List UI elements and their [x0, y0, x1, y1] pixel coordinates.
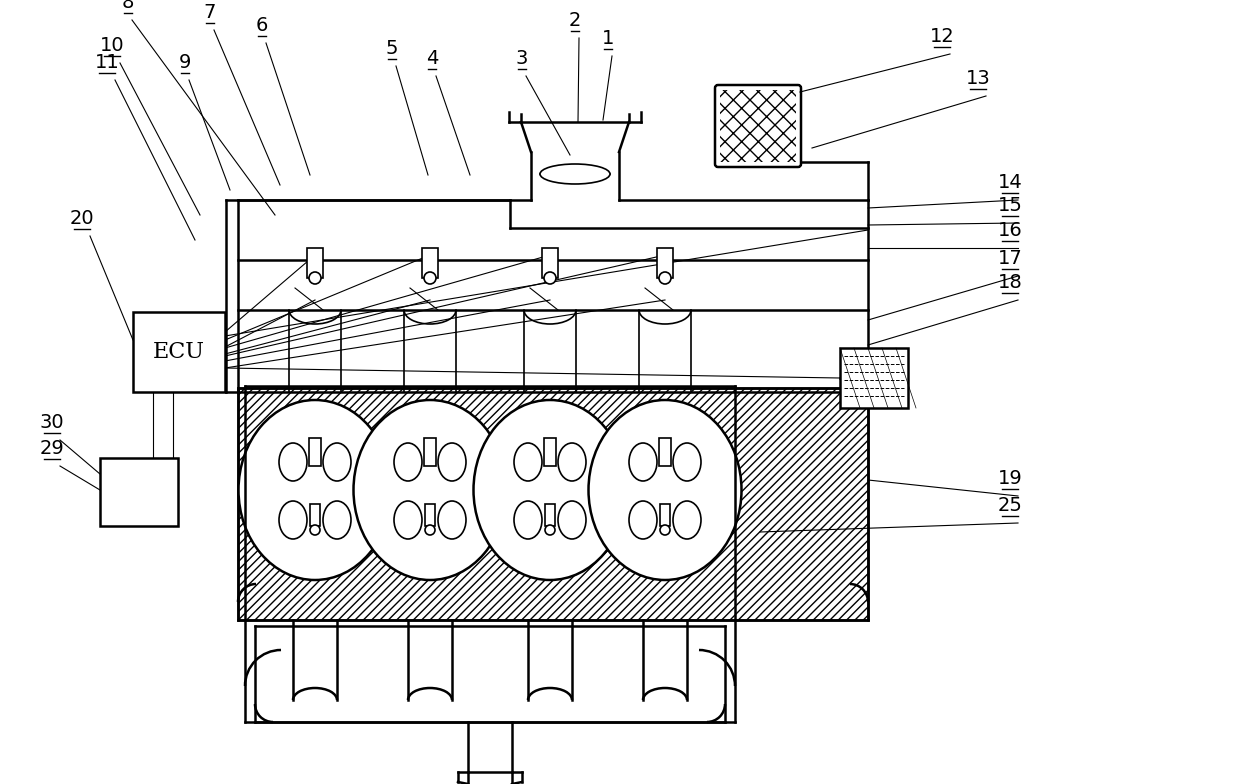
- Text: 2: 2: [569, 11, 582, 30]
- Ellipse shape: [589, 400, 742, 580]
- Ellipse shape: [279, 443, 308, 481]
- Bar: [658, 438, 671, 466]
- Ellipse shape: [322, 501, 351, 539]
- Bar: [425, 504, 435, 526]
- Bar: [100, 458, 179, 526]
- Text: 5: 5: [386, 39, 398, 58]
- Bar: [308, 248, 322, 278]
- Text: 16: 16: [998, 221, 1022, 240]
- Ellipse shape: [539, 164, 610, 184]
- Text: 17: 17: [998, 249, 1022, 268]
- Bar: [546, 504, 556, 526]
- Ellipse shape: [474, 400, 626, 580]
- Ellipse shape: [238, 400, 392, 580]
- Text: 7: 7: [203, 3, 216, 22]
- Circle shape: [660, 525, 670, 535]
- Text: 9: 9: [179, 53, 191, 72]
- Text: 8: 8: [122, 0, 134, 12]
- Text: 19: 19: [998, 469, 1022, 488]
- Text: 3: 3: [516, 49, 528, 68]
- Ellipse shape: [629, 501, 657, 539]
- Circle shape: [309, 272, 321, 284]
- Bar: [238, 388, 868, 620]
- Bar: [424, 438, 436, 466]
- Text: 1: 1: [601, 29, 614, 48]
- Ellipse shape: [438, 443, 466, 481]
- Ellipse shape: [673, 501, 701, 539]
- Bar: [310, 504, 320, 526]
- Ellipse shape: [279, 501, 308, 539]
- Ellipse shape: [558, 501, 587, 539]
- Ellipse shape: [353, 400, 506, 580]
- Text: 10: 10: [99, 36, 124, 55]
- Text: 13: 13: [966, 69, 991, 88]
- Text: ECU: ECU: [153, 341, 205, 363]
- Ellipse shape: [629, 443, 657, 481]
- Ellipse shape: [438, 501, 466, 539]
- Ellipse shape: [558, 443, 587, 481]
- Ellipse shape: [673, 443, 701, 481]
- Circle shape: [544, 272, 556, 284]
- Text: 4: 4: [425, 49, 438, 68]
- Text: 15: 15: [997, 196, 1023, 215]
- Circle shape: [658, 272, 671, 284]
- Bar: [660, 504, 670, 526]
- Bar: [133, 312, 224, 392]
- Bar: [720, 90, 796, 162]
- Ellipse shape: [515, 443, 542, 481]
- Ellipse shape: [394, 501, 422, 539]
- Circle shape: [546, 525, 556, 535]
- Bar: [542, 248, 558, 278]
- FancyBboxPatch shape: [715, 85, 801, 167]
- Text: 14: 14: [998, 173, 1022, 192]
- Text: 6: 6: [255, 16, 268, 35]
- Text: 18: 18: [998, 273, 1022, 292]
- Ellipse shape: [515, 501, 542, 539]
- Text: 20: 20: [69, 209, 94, 228]
- Text: 29: 29: [40, 439, 64, 458]
- Circle shape: [425, 525, 435, 535]
- Circle shape: [310, 525, 320, 535]
- Bar: [839, 348, 908, 408]
- Ellipse shape: [322, 443, 351, 481]
- Text: 25: 25: [997, 496, 1023, 515]
- Bar: [544, 438, 556, 466]
- Text: 12: 12: [930, 27, 955, 46]
- Circle shape: [424, 272, 436, 284]
- Text: 11: 11: [94, 53, 119, 72]
- Bar: [422, 248, 438, 278]
- Text: 30: 30: [40, 413, 64, 432]
- Ellipse shape: [394, 443, 422, 481]
- Bar: [238, 388, 868, 620]
- Bar: [657, 248, 673, 278]
- Bar: [309, 438, 321, 466]
